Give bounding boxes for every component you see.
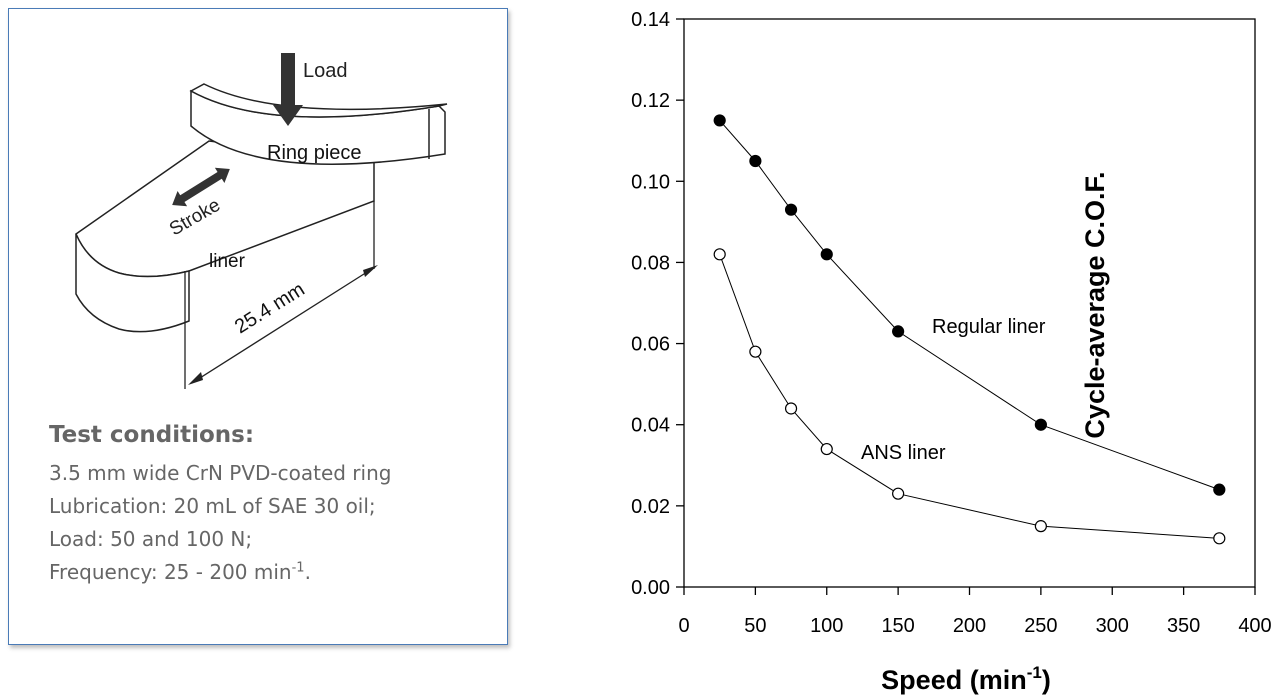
regular-liner-line [719,120,1220,491]
y-tick-label: 0.10 [631,171,670,193]
regular-liner-point [892,325,905,338]
liner-label: liner [209,251,246,272]
ring-piece-label: Ring piece [267,142,362,164]
regular-liner-label: Regular liner [932,316,1046,338]
condition-lubrication: Lubrication: 20 mL of SAE 30 oil; [49,494,376,518]
x-tick-label: 200 [953,615,986,637]
cof-speed-chart: 0.00 0.02 0.04 0.06 0.08 0.10 0.12 0.14 0 50 100 1… [631,9,1272,695]
regular-liner-point [784,203,798,216]
x-tick-label: 250 [1024,615,1057,637]
x-tick-label: 300 [1096,615,1129,637]
regular-liner-point [713,114,726,127]
x-axis-label: Speed (min-1) [881,663,1051,695]
y-tick-label: 0.14 [631,9,670,31]
ans-liner-point [713,248,726,261]
x-tick-label: 150 [881,615,914,637]
x-tick-label: 0 [678,615,689,637]
x-tick-label: 100 [810,615,843,637]
y-tick-label: 0.12 [631,90,670,112]
x-axis-label-sup: -1 [1027,663,1042,682]
condition-frequency: Frequency: 25 - 200 min-1. [49,560,311,584]
regular-liner-point [820,248,833,261]
ring-top-face [189,83,448,118]
load-label: Load [303,60,348,82]
frequency-exponent: -1 [291,560,305,576]
x-tick-label: 400 [1238,615,1271,637]
x-axis-label-main: Speed (min [881,665,1027,695]
ans-liner-point [1213,532,1226,545]
frequency-end: . [304,560,311,584]
ans-liner-line [719,254,1220,539]
ans-liner-point [784,402,798,415]
y-tick-label: 0.02 [631,496,670,518]
x-tick-label: 50 [744,615,766,637]
y-tick-label: 0.06 [631,334,670,356]
x-axis-label-end: ) [1042,665,1051,695]
condition-ring: 3.5 mm wide CrN PVD-coated ring [49,461,392,485]
y-tick-label: 0.08 [631,252,670,274]
y-tick-label: 0.00 [631,577,670,599]
ring-on-liner-sketch: Load Ring piece Stroke liner 25.4 mm [75,53,448,389]
ans-liner-point [1034,520,1047,533]
liner-front-face [75,233,190,333]
test-setup-panel: Load Ring piece Stroke liner 25.4 mm Tes… [8,8,508,645]
test-conditions-title: Test conditions: [49,422,255,448]
frequency-text: Frequency: 25 - 200 min [49,560,292,584]
dimension-label: 25.4 mm [231,278,309,338]
y-tick-label: 0.04 [631,415,670,437]
ans-liner-label: ANS liner [861,442,946,464]
y-axis-label: Cycle-average C.O.F. [1080,171,1110,438]
ans-liner-point [820,442,833,456]
regular-liner-point [1213,483,1226,496]
regular-liner-point [1034,418,1047,431]
x-tick-label: 350 [1167,615,1200,637]
ans-liner-point [749,345,762,358]
plot-area-frame [683,18,1256,588]
stroke-arrow-icon [172,167,230,207]
condition-load: Load: 50 and 100 N; [49,527,253,551]
regular-liner-point [749,154,762,168]
ans-liner-point [892,487,905,500]
load-arrow-icon [273,53,303,126]
